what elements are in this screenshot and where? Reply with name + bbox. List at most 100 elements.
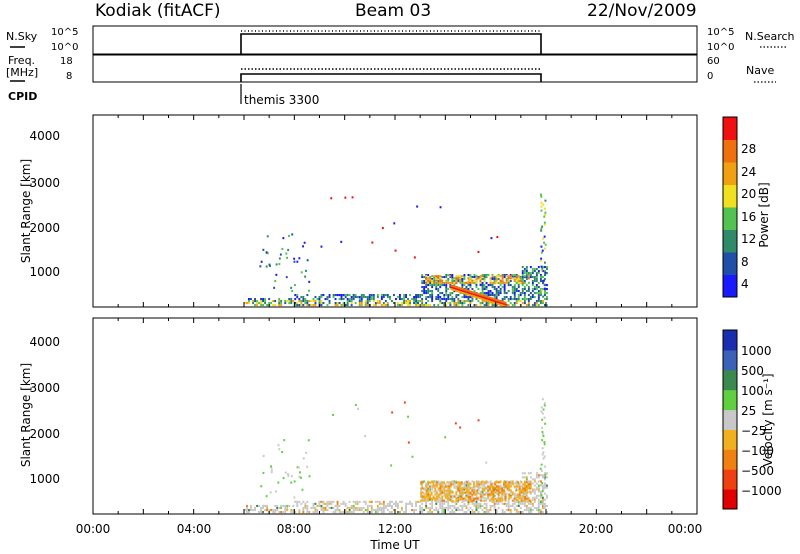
- velocity-cell: [310, 506, 313, 509]
- velocity-cell: [465, 504, 468, 507]
- power-cell: [475, 279, 478, 282]
- power-cell: [286, 256, 288, 259]
- power-cell: [461, 281, 464, 284]
- velocity-cell: [481, 484, 484, 487]
- velocity-cell: [543, 402, 546, 405]
- velocity-cell: [499, 487, 502, 490]
- velocity-cell: [284, 506, 287, 509]
- velocity-cell: [427, 487, 430, 490]
- power-cell: [513, 294, 516, 297]
- velocity-cell: [429, 497, 431, 500]
- velocity-cell: [443, 494, 446, 497]
- power-cell: [542, 276, 544, 279]
- power-cell: [483, 279, 486, 282]
- velocity-cell: [450, 483, 452, 486]
- power-cell: [459, 281, 462, 284]
- power-cell: [314, 296, 317, 299]
- velocity-cell: [535, 476, 538, 479]
- velocity-cell: [270, 465, 272, 468]
- velocity-cell: [405, 502, 407, 505]
- velocity-cell: [489, 509, 492, 512]
- velocity-cell: [497, 489, 500, 492]
- velocity-cell: [356, 506, 359, 509]
- power-cell: [540, 288, 542, 291]
- power-cell: [425, 286, 428, 289]
- velocity-cell: [513, 485, 516, 488]
- velocity-cell: [326, 509, 329, 512]
- power-cell: [326, 298, 329, 301]
- velocity-cell: [330, 506, 333, 509]
- velocity-cell: [476, 491, 479, 494]
- power-cell: [340, 298, 343, 301]
- velocity-cell: [511, 491, 514, 494]
- power-cell: [491, 299, 493, 302]
- velocity-cell: [431, 488, 434, 491]
- power-cell: [525, 290, 528, 293]
- velocity-cell: [475, 498, 478, 501]
- velocity-cell: [542, 484, 544, 487]
- power-cell: [523, 302, 526, 305]
- velocity-cell: [458, 497, 461, 500]
- velocity-cell: [322, 509, 325, 512]
- power-cell: [469, 300, 472, 303]
- power-colorbar-segment: [723, 162, 737, 185]
- velocity-cell: [423, 487, 426, 490]
- power-cell: [445, 288, 448, 291]
- power-cell: [479, 281, 482, 284]
- power-cell: [527, 272, 530, 275]
- power-cell: [451, 288, 454, 291]
- power-cell: [270, 302, 273, 305]
- power-cell: [394, 249, 397, 252]
- velocity-cell: [458, 487, 461, 490]
- velocity-cell: [391, 511, 393, 514]
- velocity-cell: [246, 504, 248, 507]
- power-cell: [433, 277, 436, 280]
- power-cell: [485, 282, 488, 285]
- power-cell: [513, 288, 516, 291]
- power-cell: [421, 300, 424, 303]
- velocity-cell: [527, 509, 530, 512]
- power-cell: [409, 300, 411, 303]
- power-cell: [262, 298, 264, 301]
- power-cell: [540, 269, 543, 272]
- velocity-cell: [483, 511, 486, 514]
- velocity-cell: [280, 504, 283, 507]
- velocity-cell: [490, 485, 493, 488]
- power-cell: [489, 294, 492, 297]
- power-cell: [513, 302, 516, 305]
- velocity-cell: [457, 497, 460, 500]
- power-cell: [477, 250, 480, 253]
- power-cell: [469, 274, 472, 277]
- velocity-cell: [439, 491, 442, 494]
- velocity-cell: [386, 509, 389, 512]
- power-cell: [495, 294, 498, 297]
- velocity-cell: [525, 509, 528, 512]
- power-cell: [513, 304, 516, 307]
- velocity-cell: [483, 481, 486, 484]
- velocity-cell: [495, 492, 498, 495]
- velocity-cell: [370, 509, 373, 512]
- velocity-cell: [432, 481, 435, 484]
- velocity-cell: [519, 500, 522, 503]
- power-cell: [544, 213, 546, 216]
- velocity-cell: [543, 441, 546, 444]
- velocity-cell: [541, 426, 543, 429]
- velocity-cell: [336, 509, 339, 512]
- power-cell: [505, 278, 508, 281]
- velocity-cell: [501, 495, 504, 498]
- power-cell: [544, 211, 547, 214]
- power-cell: [535, 272, 538, 275]
- power-cell: [246, 302, 248, 305]
- velocity-cell: [248, 509, 250, 512]
- velocity-cell: [447, 506, 450, 509]
- power-cell: [296, 296, 299, 299]
- velocity-cell: [520, 495, 523, 498]
- velocity-cell: [515, 511, 518, 514]
- velocity-cell: [423, 492, 426, 495]
- power-cell: [391, 300, 393, 303]
- power-cell: [445, 284, 448, 287]
- power-cell: [503, 292, 506, 295]
- velocity-cell: [382, 506, 385, 509]
- velocity-cell: [467, 499, 470, 502]
- velocity-cell: [415, 502, 417, 505]
